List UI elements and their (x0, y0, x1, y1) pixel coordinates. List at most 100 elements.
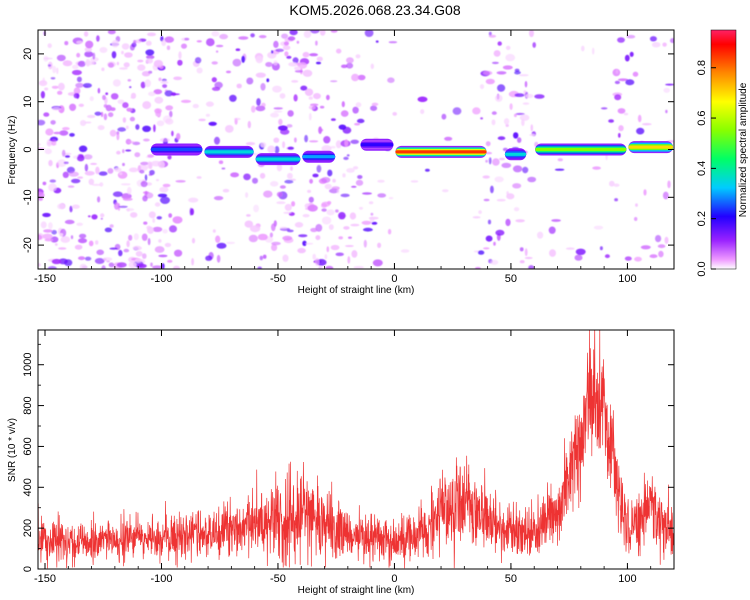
spectrogram-noise-cell (71, 178, 81, 184)
spectrogram-noise-cell (259, 172, 266, 179)
spectrogram-noise-cell (670, 38, 674, 44)
spectrogram-noise-cell (527, 176, 537, 183)
spectrogram-noise-cell (271, 241, 281, 246)
spectrogram-noise-cell (127, 186, 132, 195)
spectrogram-noise-cell (218, 160, 224, 164)
spectrogram-noise-cell (293, 94, 298, 102)
spectrogram-noise-cell (162, 183, 171, 188)
spectrogram-noise-cell (319, 30, 326, 36)
spectrogram-signal-segment (255, 157, 301, 161)
spectrogram-noise-cell (330, 80, 338, 83)
spectrogram-noise-cell (309, 53, 318, 57)
spectrogram-noise-cell (78, 103, 85, 108)
spectrogram-noise-cell (515, 219, 525, 223)
spectrogram-noise-cell (191, 237, 196, 244)
spectrogram-noise-cell (326, 209, 335, 216)
spectrogram-noise-cell (501, 162, 512, 168)
spectrogram-noise-cell (494, 176, 504, 183)
spectrogram-noise-cell (116, 132, 120, 141)
spectrogram-noise-cell (191, 258, 195, 266)
spectrogram-noise-cell (278, 125, 288, 131)
spectrogram-noise-cell (292, 57, 299, 64)
spectrogram-noise-cell (148, 211, 156, 219)
spectrogram-noise-cell (38, 143, 42, 146)
spectrogram-noise-cell (141, 233, 148, 241)
spectrogram-noise-cell (102, 257, 113, 261)
spectrogram-noise-cell (513, 207, 520, 212)
spectrogram-noise-cell (314, 258, 320, 266)
spectrogram-noise-cell (76, 40, 83, 44)
spectrogram-noise-cell (255, 55, 263, 64)
y-tick-label: 20 (22, 48, 34, 60)
y-tick-label: 1000 (22, 352, 34, 376)
spectrogram-noise-cell (137, 64, 146, 71)
spectrogram-noise-cell (270, 112, 279, 118)
spectrogram-noise-cell (43, 112, 50, 117)
spectrogram-noise (38, 30, 674, 269)
spectrogram-noise-cell (137, 59, 144, 63)
spectrogram-noise-cell (532, 42, 536, 48)
colorbar: 0.0 0.2 0.4 0.6 0.8 Normalized spectral ampl… (696, 29, 749, 277)
spectrogram-noise-cell (178, 51, 182, 60)
spectrogram-noise-cell (350, 223, 360, 227)
spectrogram-noise-cell (128, 140, 135, 144)
spectrogram-noise-cell (483, 198, 490, 202)
spectrogram-noise-cell (651, 42, 661, 48)
spectrogram-noise-cell (205, 101, 214, 107)
spectrogram-noise-cell (129, 116, 135, 122)
spectrogram-noise-cell (478, 210, 482, 215)
spectrogram-noise-cell (147, 154, 155, 158)
y-tick-label: 0 (22, 566, 34, 572)
spectrogram-noise-cell (116, 262, 127, 268)
spectrogram-noise-cell (150, 160, 162, 167)
spectrogram-noise-cell (643, 189, 647, 196)
spectrogram-noise-cell (110, 93, 119, 100)
spectrogram-noise-cell (296, 40, 300, 44)
spectrogram-noise-cell (488, 157, 492, 165)
spectrogram-noise-cell (105, 92, 109, 95)
x-tick-label: -150 (34, 273, 56, 285)
spectrogram-noise-cell (164, 90, 173, 97)
spectrogram-noise-cell (359, 206, 363, 210)
spectrogram-noise-cell (253, 204, 259, 213)
spectrogram-noise-cell (126, 107, 133, 112)
spectrogram-noise-cell (270, 181, 279, 187)
spectrogram-noise-cell (496, 198, 506, 202)
spectrogram-noise-cell (171, 130, 174, 137)
spectrogram-noise-cell (364, 30, 374, 37)
spectrogram-noise-cell (98, 171, 108, 176)
spectrogram-noise-cell (505, 124, 509, 127)
spectrogram-noise-cell (635, 203, 638, 207)
spectrogram-noise-cell (485, 78, 495, 85)
spectrogram-noise-cell (492, 158, 500, 166)
spectrogram-noise-cell (664, 236, 669, 244)
spectrogram-noise-cell (480, 117, 483, 120)
spectrogram-noise-cell (236, 83, 242, 89)
spectrogram-noise-cell (40, 91, 46, 99)
spectrogram-noise-cell (284, 51, 289, 57)
snr-panel: -150 -100 -50 0 50 100 0 200 400 600 800 1000 Heig… (7, 329, 675, 596)
spectrogram-noise-cell (522, 166, 529, 174)
spectrogram-noise-cell (663, 87, 670, 93)
y-tick-label: 200 (22, 519, 34, 537)
spectrogram-noise-cell (219, 33, 229, 40)
spectrogram-noise-cell (76, 155, 85, 162)
snr-y-axis-label: SNR (10 * v/v) (7, 418, 18, 482)
spectrogram-noise-cell (357, 74, 366, 81)
spectrogram-noise-cell (92, 52, 96, 60)
spectrogram-noise-cell (617, 37, 625, 43)
spectrogram-noise-cell (214, 81, 223, 89)
spectrogram-signal-segment (535, 147, 627, 152)
spectrogram-noise-cell (114, 167, 122, 172)
spectrogram-noise-cell (153, 89, 163, 95)
spectrogram-noise-cell (184, 37, 190, 41)
spectrogram-noise-cell (345, 245, 354, 247)
x-tick-label: 50 (505, 573, 517, 585)
spectrogram-noise-cell (205, 113, 210, 117)
spectrogram-noise-cell (104, 227, 113, 233)
spectrogram-noise-cell (101, 67, 105, 72)
spectrogram-noise-cell (59, 233, 64, 237)
spectrogram-noise-cell (135, 251, 143, 257)
spectrogram-noise-cell (315, 235, 321, 241)
spectrogram-noise-cell (425, 168, 430, 172)
